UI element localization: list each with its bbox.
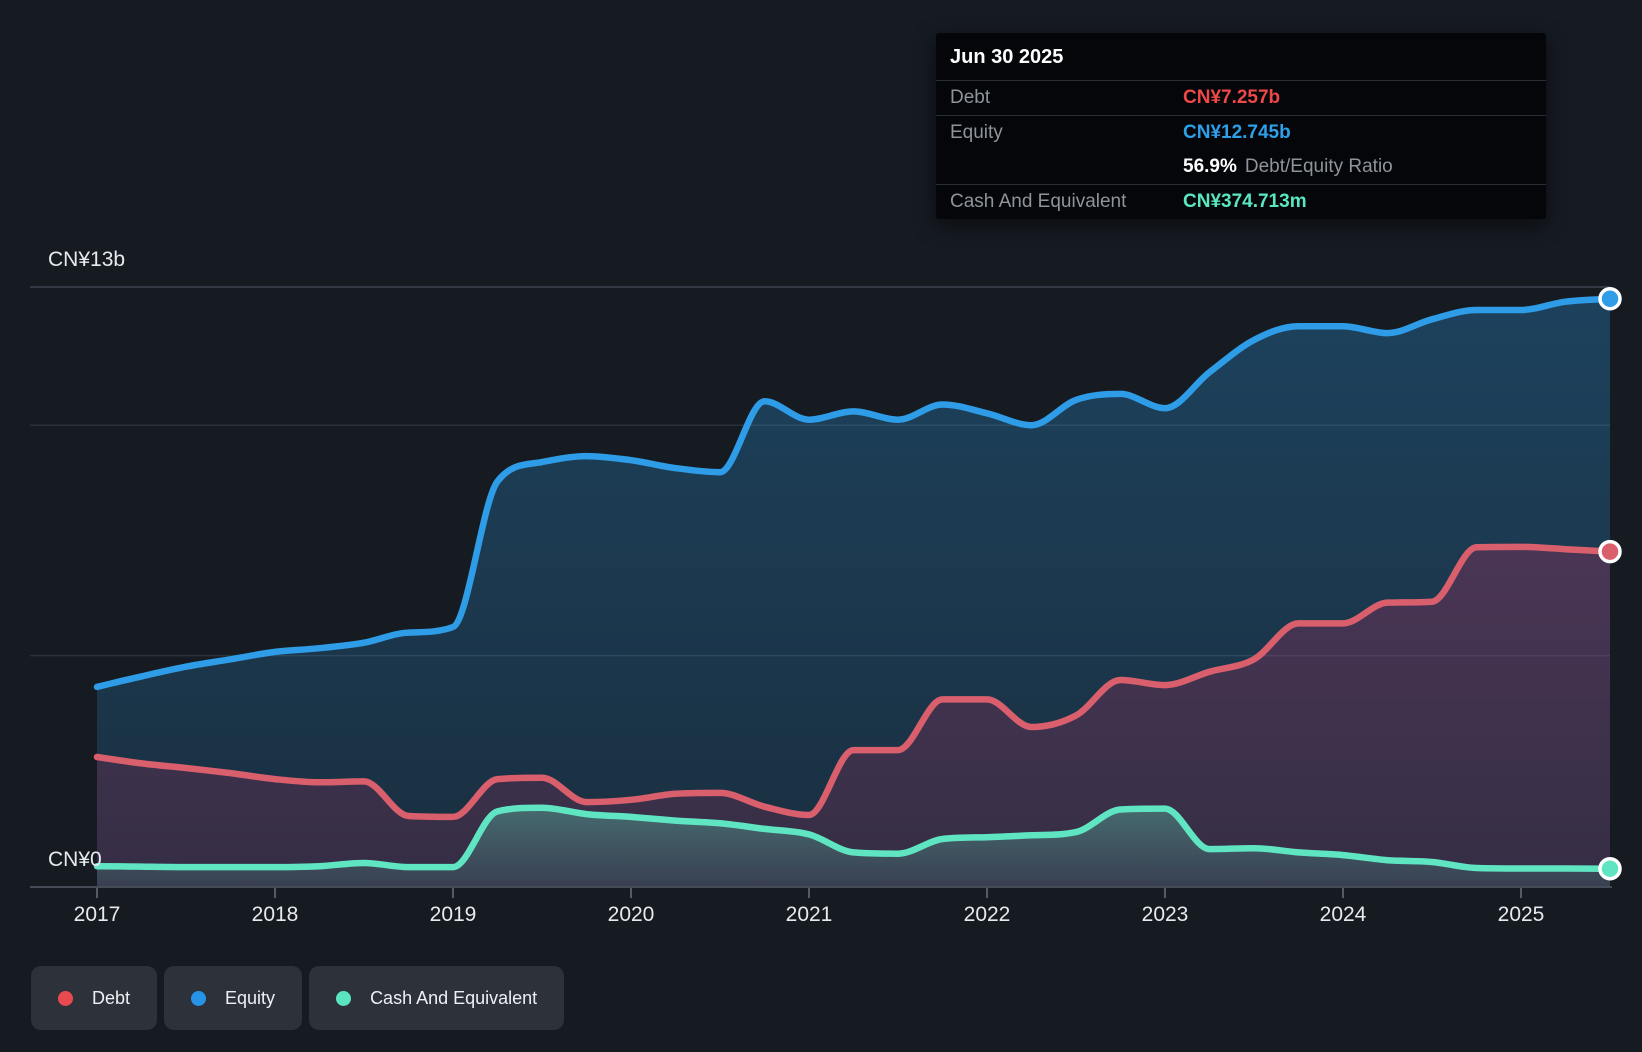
- debt-line: [93, 543, 1614, 821]
- tooltip-row-cash: Cash And Equivalent CN¥374.713m: [936, 185, 1546, 219]
- y-axis-label-max: CN¥13b: [48, 248, 126, 271]
- x-axis-label-2023: 2023: [1142, 903, 1189, 926]
- tooltip-equity-value: CN¥12.745b: [1183, 122, 1291, 143]
- tooltip-cash-value: CN¥374.713m: [1183, 191, 1307, 212]
- tooltip-debt-value: CN¥7.257b: [1183, 87, 1281, 108]
- tooltip-ratio-value: 56.9%: [1183, 156, 1237, 177]
- equity-end-marker: [1598, 286, 1622, 311]
- y-axis-label-zero: CN¥0: [48, 848, 102, 871]
- x-axis-label-2019: 2019: [430, 903, 477, 926]
- legend-item-equity[interactable]: Equity: [164, 966, 303, 1030]
- x-axis-label-2018: 2018: [252, 903, 299, 926]
- x-axis-label-2024: 2024: [1320, 903, 1367, 926]
- tooltip-row-debt: Debt CN¥7.257b: [936, 81, 1546, 116]
- legend-equity-label: Equity: [225, 987, 276, 1008]
- cash-and-equivalent-area: [97, 807, 1610, 886]
- tooltip-row-equity: Equity CN¥12.745b: [936, 116, 1546, 150]
- legend: Debt Equity Cash And Equivalent: [31, 966, 565, 1030]
- tooltip-row-ratio: 56.9% Debt/Equity Ratio: [936, 150, 1546, 185]
- cash-and-equivalent-end-marker: [1598, 856, 1622, 881]
- legend-cash-label: Cash And Equivalent: [370, 987, 538, 1008]
- tooltip-equity-label: Equity: [950, 122, 1003, 143]
- tooltip-ratio-label: Debt/Equity Ratio: [1244, 156, 1393, 177]
- tooltip: Jun 30 2025 Debt CN¥7.257b Equity CN¥12.…: [936, 33, 1546, 219]
- cash-and-equivalent-line: [93, 804, 1614, 872]
- equity-line: [93, 295, 1614, 691]
- legend-debt-label: Debt: [92, 987, 131, 1008]
- x-axis-label-2020: 2020: [608, 903, 655, 926]
- debt-series-dot-icon: [58, 990, 73, 1006]
- debt-end-marker: [1598, 539, 1622, 564]
- legend-item-debt[interactable]: Debt: [31, 966, 158, 1030]
- tooltip-cash-label: Cash And Equivalent: [950, 191, 1127, 212]
- equity-series-dot-icon: [191, 990, 207, 1006]
- x-axis-label-2022: 2022: [964, 903, 1011, 926]
- tooltip-date: Jun 30 2025: [936, 33, 1546, 81]
- x-axis-label-2021: 2021: [786, 903, 833, 926]
- cash-series-dot-icon: [336, 990, 352, 1006]
- x-axis-label-2025: 2025: [1498, 903, 1545, 926]
- legend-item-cash[interactable]: Cash And Equivalent: [309, 966, 565, 1030]
- x-axis-label-2017: 2017: [74, 903, 121, 926]
- tooltip-debt-label: Debt: [950, 87, 991, 108]
